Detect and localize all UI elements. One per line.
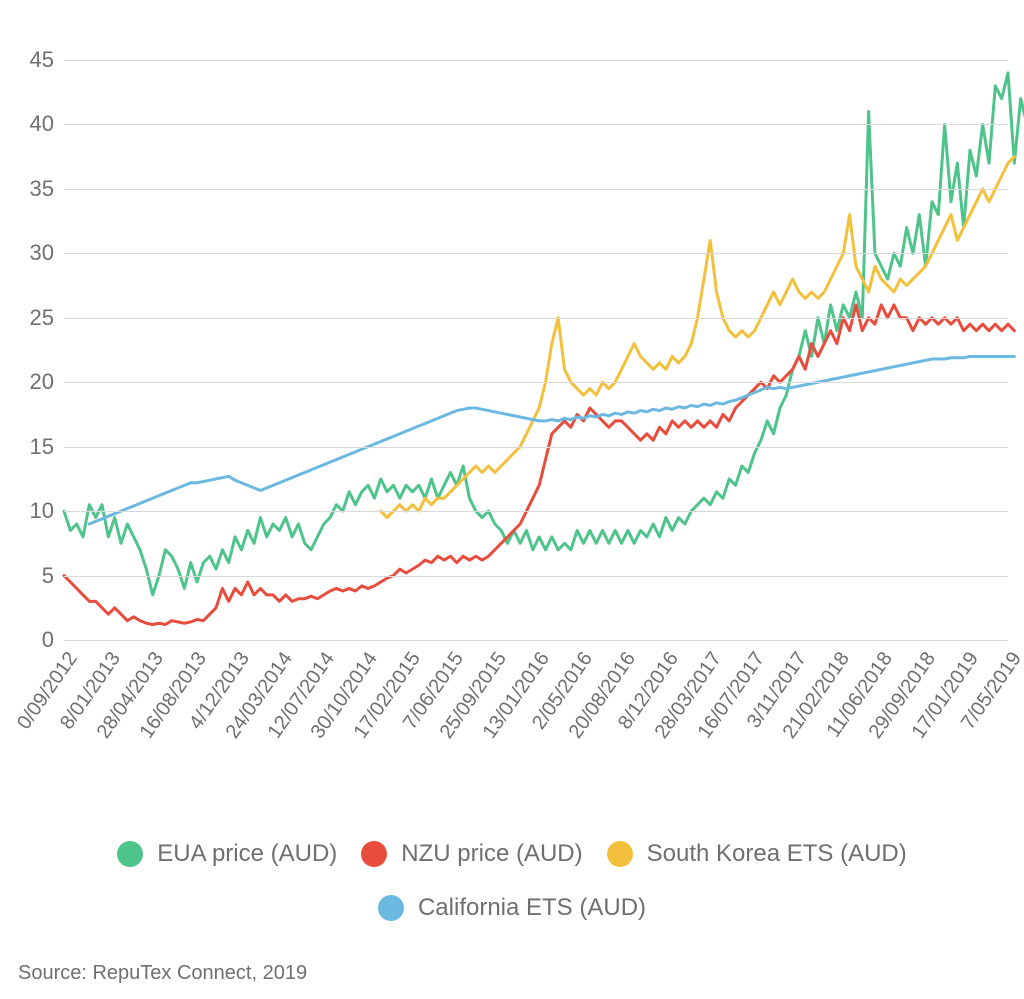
x-axis-labels: 0/09/20128/01/201328/04/201316/08/20134/… (64, 640, 1008, 820)
legend-item: EUA price (AUD) (117, 840, 337, 868)
y-axis-label: 35 (30, 176, 64, 202)
gridline (64, 253, 1008, 254)
legend-label: California ETS (AUD) (418, 894, 646, 922)
legend-dot-icon (607, 841, 633, 867)
legend-label: NZU price (AUD) (401, 840, 582, 868)
y-axis-label: 20 (30, 369, 64, 395)
gridline (64, 511, 1008, 512)
y-axis-label: 10 (30, 498, 64, 524)
chart-container: 0/09/20128/01/201328/04/201316/08/20134/… (0, 0, 1024, 999)
legend-item: South Korea ETS (AUD) (607, 840, 907, 868)
legend-label: EUA price (AUD) (157, 840, 337, 868)
legend-row: EUA price (AUD) NZU price (AUD) South Kore… (0, 840, 1024, 868)
gridline (64, 640, 1008, 641)
gridline (64, 124, 1008, 125)
y-axis-label: 45 (30, 47, 64, 73)
gridline (64, 60, 1008, 61)
legend-dot-icon (117, 841, 143, 867)
legend-row: California ETS (AUD) (0, 894, 1024, 922)
gridline (64, 382, 1008, 383)
y-axis-label: 5 (42, 563, 64, 589)
legend-dot-icon (361, 841, 387, 867)
y-axis-label: 30 (30, 240, 64, 266)
legend-label: South Korea ETS (AUD) (647, 840, 907, 868)
legend-dot-icon (378, 895, 404, 921)
series-line (64, 73, 1024, 595)
line-series-svg (64, 60, 1008, 640)
y-axis-label: 25 (30, 305, 64, 331)
series-line (64, 305, 1014, 625)
legend: EUA price (AUD) NZU price (AUD) South Kore… (0, 840, 1024, 948)
y-axis-label: 40 (30, 111, 64, 137)
series-line (381, 157, 1015, 518)
y-axis-label: 0 (42, 627, 64, 653)
y-axis-label: 15 (30, 434, 64, 460)
gridline (64, 189, 1008, 190)
gridline (64, 447, 1008, 448)
plot-area: 0/09/20128/01/201328/04/201316/08/20134/… (64, 60, 1008, 640)
legend-item: NZU price (AUD) (361, 840, 582, 868)
source-text: Source: RepuTex Connect, 2019 (18, 962, 307, 985)
gridline (64, 576, 1008, 577)
legend-item: California ETS (AUD) (378, 894, 646, 922)
gridline (64, 318, 1008, 319)
